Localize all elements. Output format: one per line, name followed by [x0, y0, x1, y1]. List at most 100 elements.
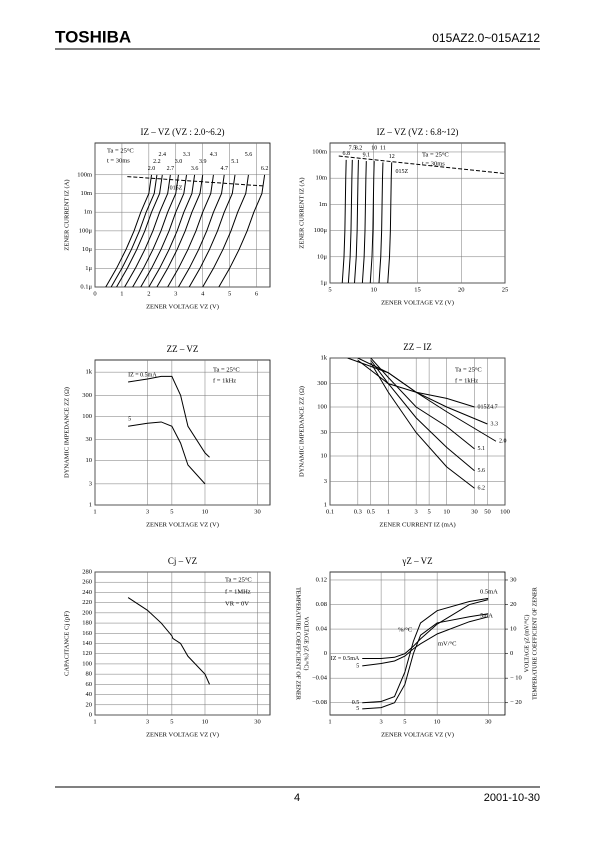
note: t = 30ms — [107, 157, 130, 164]
y-tick-label: 40 — [86, 691, 93, 698]
curve — [202, 174, 249, 287]
x-tick-label: 5 — [228, 290, 231, 297]
chart-title: IZ – VZ (VZ : 6.8~12) — [377, 127, 459, 137]
curve — [116, 174, 163, 287]
x-tick-label: 0.3 — [354, 508, 362, 515]
limit-line — [127, 176, 265, 187]
model: 015AZ2.0~015AZ12 — [432, 31, 540, 45]
curve — [361, 161, 367, 283]
note: Ta = 25°C — [213, 366, 240, 373]
y-tick-label: 1 — [89, 501, 92, 508]
x-tick-label: 30 — [254, 718, 261, 725]
y-tick-label: −0.04 — [312, 675, 328, 682]
x-tick-label: 0.1 — [326, 508, 334, 515]
series-label: 6.2 — [477, 486, 485, 492]
series-label: 6.2 — [261, 166, 269, 172]
y-tick-label: 1m — [319, 201, 327, 208]
y2-tick-label: 30 — [510, 576, 517, 583]
x-tick-label: 20 — [458, 286, 465, 293]
y-tick-label: 1μ — [85, 265, 92, 272]
curve — [110, 174, 158, 287]
brand: TOSHIBA — [55, 27, 131, 46]
x-tick-label: 5 — [170, 508, 173, 515]
y-tick-label: 300 — [317, 380, 327, 387]
x-axis-label: ZENER VOLTAGE VZ (V) — [381, 299, 454, 306]
y-tick-label: 20 — [86, 701, 93, 708]
chart-title: Cj – VZ — [168, 556, 197, 566]
note: 5mA — [480, 612, 493, 619]
plot-frame — [94, 359, 271, 506]
series-label: 015Z4.7 — [477, 404, 497, 410]
x-tick-label: 10 — [443, 508, 450, 515]
curve — [124, 174, 171, 287]
series-label: 2.0 — [499, 439, 507, 445]
series-label: 9.1 — [363, 152, 371, 158]
y2-tick-label: 20 — [510, 601, 517, 608]
chart: 1 3 5 10 30 1 3 10 30 100 300 1k ZZ – VZ ZENER VOLTAG… — [63, 344, 271, 528]
curve — [218, 174, 266, 287]
series-label: 6.8 — [342, 151, 350, 157]
chart: 1 3 5 10 30 −0.08 −0.04 0 0.04 0.08 0.12 − 20 − 10 0 1… — [295, 556, 539, 738]
curve — [156, 174, 204, 287]
y-tick-label: 1μ — [320, 279, 327, 286]
x-tick-label: 2 — [147, 290, 150, 297]
y-tick-label: 100 — [82, 413, 92, 420]
series-label: 015Z — [170, 186, 183, 192]
y-tick-label: 0.08 — [316, 601, 327, 608]
axis-label: TEMPERATURE COEFFICIENT OF ZENER — [295, 587, 301, 700]
axis-label: VOLTAGE γZ (%/°C) — [303, 617, 310, 671]
y-tick-label: 10μ — [82, 246, 93, 253]
curve — [128, 375, 210, 458]
x-tick-label: 0 — [93, 290, 96, 297]
curve — [148, 174, 196, 287]
curve — [354, 159, 359, 283]
y-tick-label: 0.12 — [316, 576, 327, 583]
curve — [132, 174, 179, 287]
note: %/°C — [398, 626, 412, 633]
x-tick-label: 5 — [328, 286, 331, 293]
x-tick-label: 1 — [120, 290, 123, 297]
note: mV/°C — [438, 640, 457, 647]
y-tick-label: 10m — [80, 190, 92, 197]
limit-line — [338, 155, 505, 175]
y-tick-label: 100μ — [79, 227, 93, 234]
x-tick-label: 1 — [387, 508, 390, 515]
curve — [378, 162, 384, 283]
series-label: 2.7 — [167, 166, 175, 172]
curve — [128, 421, 206, 485]
y-tick-label: 3 — [89, 480, 92, 487]
y-tick-label: 10μ — [317, 253, 328, 260]
axis-label: TEMPERATURE COEFFICIENT OF ZENER — [532, 587, 538, 700]
curve — [362, 597, 489, 704]
x-tick-label: 0.5 — [367, 508, 375, 515]
curve — [370, 362, 475, 489]
y-tick-label: 3 — [324, 478, 327, 485]
y-tick-label: 1k — [321, 354, 328, 361]
chart: 1 3 5 10 30 0 20 40 60 80 100 120 140 160 180 200 220 240… — [63, 556, 271, 738]
series-label: 5.6 — [245, 152, 253, 158]
x-tick-label: 10 — [371, 286, 378, 293]
y-tick-label: 1 — [324, 501, 327, 508]
series-label: 2.0 — [148, 166, 156, 172]
note: VR = 0V — [225, 600, 249, 607]
chart-title: γZ – VZ — [401, 556, 432, 566]
series-label: 7.5 — [349, 145, 357, 151]
y-tick-label: 80 — [86, 671, 93, 678]
series-label: 5 — [356, 663, 359, 669]
curve — [127, 597, 210, 685]
axis-label: VOLTAGE γZ (mV/°C) — [523, 615, 530, 673]
chart: 0.1 0.3 0.5 1 3 5 10 30 50 100 1 3 10 30 100 300 1k ZZ – … — [298, 342, 509, 528]
x-tick-label: 3 — [174, 290, 177, 297]
y-tick-label: 60 — [86, 681, 93, 688]
curve — [167, 174, 214, 287]
curve — [188, 174, 236, 287]
x-tick-label: 50 — [484, 508, 491, 515]
y2-tick-label: 10 — [510, 626, 517, 633]
curve — [369, 161, 375, 283]
x-axis-label: ZENER VOLTAGE VZ (V) — [146, 303, 219, 310]
y-tick-label: 260 — [82, 579, 92, 586]
x-tick-label: 30 — [254, 508, 261, 515]
x-tick-label: 4 — [201, 290, 205, 297]
x-tick-label: 15 — [414, 286, 421, 293]
